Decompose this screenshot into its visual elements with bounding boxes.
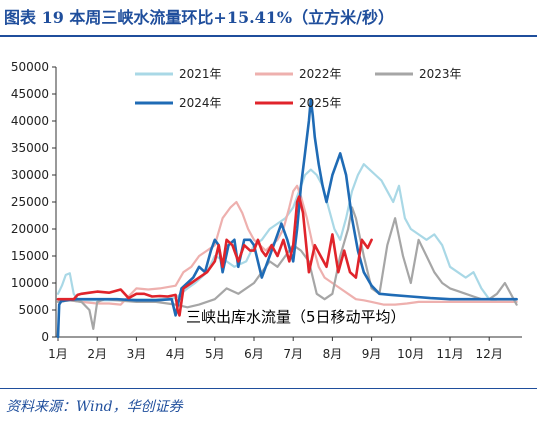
- y-tick-label: 10000: [11, 276, 49, 290]
- chart-legend: 2021年 2022年 2023年 2024年 2025年: [135, 67, 462, 110]
- chart-annotation: 三峡出库水流量（5日移动平均）: [186, 308, 406, 326]
- title-divider: [0, 35, 537, 37]
- legend-label: 2024年: [179, 96, 222, 110]
- y-tick-label: 25000: [11, 195, 49, 209]
- legend-label: 2022年: [299, 67, 342, 81]
- x-tick-label: 8月: [323, 347, 343, 361]
- x-tick-label: 4月: [166, 347, 186, 361]
- x-tick-label: 10月: [397, 347, 424, 361]
- y-tick-label: 30000: [11, 168, 49, 182]
- series-line-2022年: [56, 184, 518, 306]
- x-tick-label: 11月: [436, 347, 463, 361]
- chart-title: 图表 19 本周三峡水流量环比+15.41%（立方米/秒）: [4, 8, 394, 27]
- y-tick-label: 0: [41, 330, 49, 344]
- y-tick-label: 45000: [11, 87, 49, 101]
- y-tick-label: 15000: [11, 249, 49, 263]
- source-note: 资料来源：Wind，华创证券: [6, 399, 183, 415]
- x-tick-label: 2月: [87, 347, 107, 361]
- y-tick-label: 35000: [11, 141, 49, 155]
- y-tick-label: 5000: [18, 303, 49, 317]
- y-tick-label: 50000: [11, 60, 49, 74]
- x-tick-label: 9月: [362, 347, 382, 361]
- y-tick-label: 20000: [11, 222, 49, 236]
- legend-label: 2021年: [179, 67, 222, 81]
- series-line-2025年: [56, 195, 373, 317]
- legend-label: 2023年: [419, 67, 462, 81]
- series-line-2023年: [56, 206, 518, 330]
- series-line-2021年: [56, 163, 518, 303]
- x-tick-label: 1月: [48, 347, 68, 361]
- legend-label: 2025年: [299, 96, 342, 110]
- x-tick-label: 7月: [283, 347, 303, 361]
- x-tick-label: 5月: [205, 347, 225, 361]
- x-tick-label: 12月: [476, 347, 503, 361]
- x-tick-label: 6月: [244, 347, 264, 361]
- x-tick-label: 3月: [127, 347, 147, 361]
- chart-series-lines: [56, 98, 518, 339]
- series-line-2024年: [56, 98, 518, 339]
- chart-axes: 0 5000 10000 15000 20000 25000 30000 35000 40000…: [11, 60, 522, 361]
- y-tick-label: 40000: [11, 114, 49, 128]
- footer-divider: [0, 388, 537, 389]
